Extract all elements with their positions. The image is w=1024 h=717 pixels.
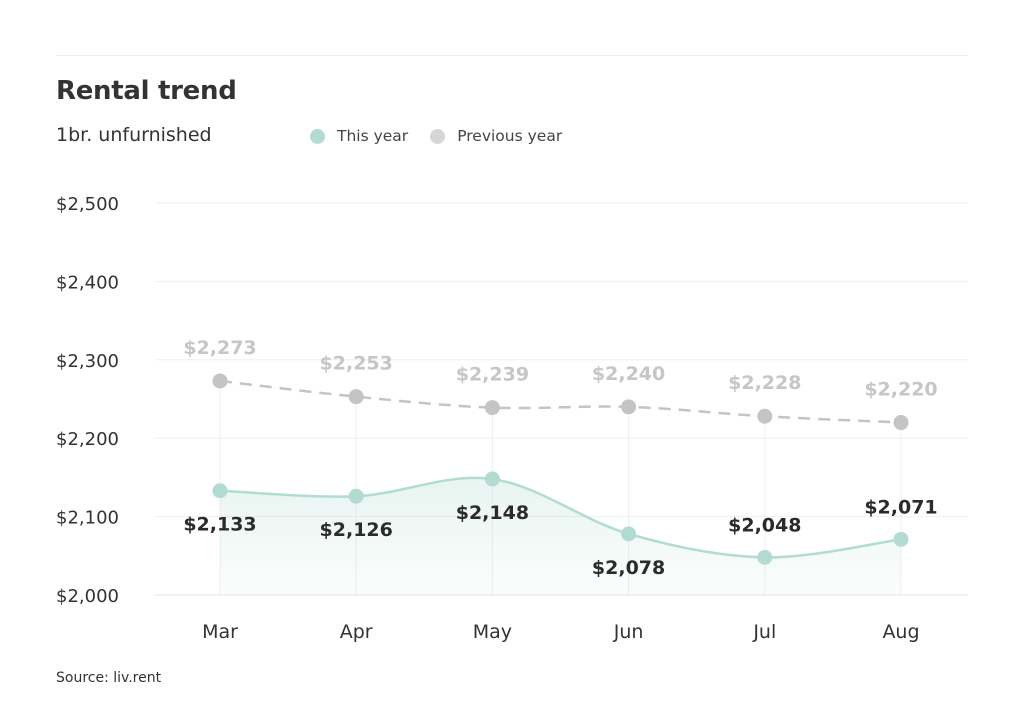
x-tick-label: Aug <box>882 621 919 643</box>
this-year-point <box>212 483 228 499</box>
data-label: $2,228 <box>728 372 801 394</box>
data-label: $2,273 <box>183 337 256 359</box>
data-label: $2,253 <box>320 353 393 375</box>
data-label: $2,133 <box>183 514 256 536</box>
y-tick-label: $2,200 <box>56 429 119 450</box>
this-year-point <box>621 526 637 542</box>
chart-subtitle: 1br. unfurnished <box>56 124 212 146</box>
top-divider <box>56 55 968 56</box>
data-label: $2,078 <box>592 557 665 579</box>
data-label: $2,071 <box>864 496 937 518</box>
this-year-point <box>757 549 773 565</box>
this-year-point <box>484 471 500 487</box>
data-label: $2,048 <box>728 514 801 536</box>
data-label: $2,220 <box>864 379 937 401</box>
data-label: $2,239 <box>456 364 529 386</box>
legend-label: This year <box>337 127 409 145</box>
x-tick-label: Mar <box>202 621 238 643</box>
previous-year-point <box>484 400 500 416</box>
x-tick-label: Jun <box>613 621 644 643</box>
data-label: $2,240 <box>592 363 665 385</box>
data-label: $2,126 <box>320 519 393 541</box>
y-tick-label: $2,400 <box>56 272 119 293</box>
y-tick-label: $2,000 <box>56 586 119 607</box>
legend: This year Previous year <box>310 127 584 145</box>
previous-year-point <box>893 415 909 431</box>
this-year-point <box>348 488 364 504</box>
y-tick-label: $2,300 <box>56 351 119 372</box>
x-tick-label: Jul <box>752 621 776 643</box>
previous-year-line <box>219 379 902 424</box>
x-tick-label: Apr <box>340 621 373 643</box>
this-year-point <box>893 531 909 547</box>
this-year-area <box>220 477 901 595</box>
y-tick-label: $2,500 <box>56 194 119 215</box>
previous-year-point <box>757 408 773 424</box>
previous-year-point <box>621 399 637 415</box>
legend-dot-icon <box>310 128 325 144</box>
previous-year-point <box>348 389 364 405</box>
legend-item-this-year: This year <box>310 127 408 145</box>
y-tick-label: $2,100 <box>56 508 119 529</box>
this-year-line <box>219 476 902 559</box>
legend-item-previous-year: Previous year <box>430 127 562 145</box>
legend-label: Previous year <box>457 127 563 145</box>
chart-title: Rental trend <box>56 76 237 106</box>
x-tick-label: May <box>473 621 512 643</box>
legend-dot-icon <box>430 128 446 144</box>
source-note: Source: liv.rent <box>56 670 162 686</box>
data-label: $2,148 <box>456 502 529 524</box>
previous-year-point <box>212 373 228 389</box>
